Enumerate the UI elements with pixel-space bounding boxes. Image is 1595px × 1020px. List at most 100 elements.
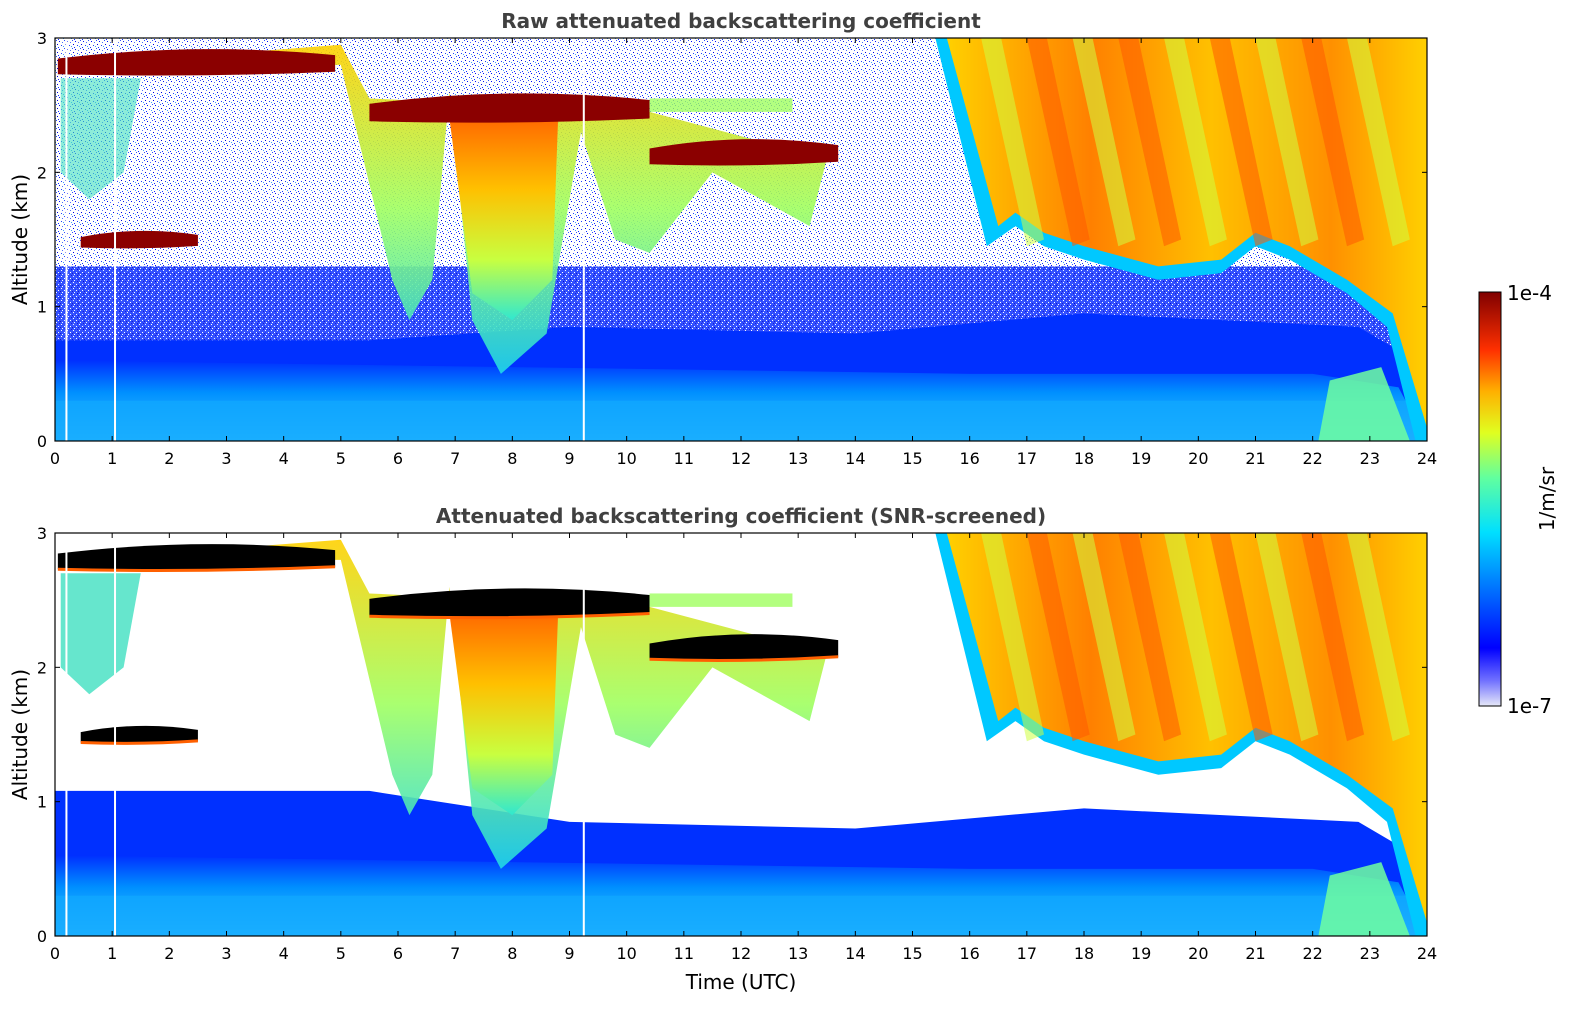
- x-tick-label: 14: [845, 944, 865, 963]
- slant-streak: [981, 38, 1044, 247]
- data-gap: [114, 38, 117, 441]
- x-tick-label: 8: [507, 944, 517, 963]
- x-tick-label: 3: [221, 449, 231, 468]
- x-tick-label: 0: [50, 944, 60, 963]
- slant-streak: [1072, 533, 1136, 742]
- slant-streak: [1255, 38, 1319, 247]
- y-tick-label: 3: [37, 29, 47, 48]
- x-tick-label: 7: [450, 944, 460, 963]
- colorbar-gradient: [1478, 291, 1502, 707]
- x-tick-label: 13: [788, 944, 808, 963]
- cloud-layer-rim: [649, 655, 839, 663]
- x-tick-label: 17: [1017, 449, 1037, 468]
- x-tick-label: 10: [616, 449, 636, 468]
- slant-streak: [1301, 533, 1365, 742]
- y-tick-label: 0: [37, 432, 47, 451]
- x-tick-label: 1: [107, 944, 117, 963]
- x-tick-label: 15: [902, 944, 922, 963]
- x-tick-label: 23: [1360, 449, 1380, 468]
- heatmap-top: [55, 38, 1427, 441]
- x-tick-label: 3: [221, 944, 231, 963]
- virga-core: [449, 613, 559, 816]
- data-gap: [582, 38, 585, 441]
- x-tick-label: 9: [564, 944, 574, 963]
- x-tick-label: 22: [1302, 944, 1322, 963]
- x-tick-label: 6: [393, 449, 403, 468]
- x-tick-label: 24: [1417, 944, 1437, 963]
- x-tick-label: 19: [1131, 449, 1151, 468]
- colorbar-min-label: 1e-7: [1507, 694, 1552, 718]
- virga-early: [60, 78, 141, 200]
- data-gap: [65, 38, 68, 441]
- cloud-tail: [649, 98, 793, 112]
- slant-streak: [1164, 533, 1227, 742]
- x-tick-label: 1: [107, 449, 117, 468]
- colorbar: 1e-4 1e-7 1/m/sr: [1478, 281, 1559, 718]
- colorbar-unit-label: 1/m/sr: [1535, 466, 1559, 531]
- x-tick-label: 18: [1074, 944, 1094, 963]
- panel-top: 0 1 2 3 4 5 6 7 8 9 10 11 12 13 14 15 16 17 18 19 20 21 22 23 24…: [8, 9, 1437, 468]
- y-tick-label: 0: [37, 927, 47, 946]
- cloud-layer: [369, 588, 650, 618]
- x-tick-label: 21: [1245, 449, 1265, 468]
- x-tick-label: 24: [1417, 449, 1437, 468]
- x-tick-label: 14: [845, 449, 865, 468]
- x-axis-label: Time (UTC): [685, 970, 797, 994]
- x-tick-label: 15: [902, 449, 922, 468]
- slant-streak: [1026, 38, 1090, 247]
- cloud-layer-rim: [369, 611, 650, 620]
- x-tick-label: 21: [1245, 944, 1265, 963]
- colorbar-max-label: 1e-4: [1507, 281, 1552, 305]
- y-tick-label: 1: [37, 793, 47, 812]
- y-tick-label: 2: [37, 658, 47, 677]
- x-tick-label: 12: [731, 449, 751, 468]
- slant-streak: [1118, 38, 1182, 247]
- x-tick-label: 13: [788, 449, 808, 468]
- slant-streak: [1118, 533, 1182, 742]
- virga-early: [60, 573, 141, 695]
- cloud-layer: [57, 544, 336, 571]
- cloud-layer: [649, 139, 839, 166]
- x-tick-label: 23: [1360, 944, 1380, 963]
- slant-streak: [1255, 533, 1319, 742]
- x-tick-label: 11: [674, 449, 694, 468]
- slant-streak: [1026, 533, 1090, 742]
- x-tick-label: 18: [1074, 449, 1094, 468]
- y-axis-label: Altitude (km): [8, 669, 32, 800]
- cloud-layer: [57, 49, 336, 76]
- slant-streak: [1301, 38, 1365, 247]
- panel-bottom: 0 1 2 3 4 5 6 7 8 9 10 11 12 13 14 15 16 17 18 19 20 21 22 23 24…: [8, 504, 1437, 994]
- surface-wedge: [1318, 367, 1410, 441]
- slant-streak: [1164, 38, 1227, 247]
- x-tick-label: 7: [450, 449, 460, 468]
- cloud-tail: [649, 593, 793, 607]
- near-surface-aerosol: [55, 400, 1427, 441]
- x-tick-label: 5: [336, 449, 346, 468]
- cloud-layer: [80, 725, 198, 744]
- slant-streak: [1346, 38, 1410, 247]
- x-tick-label: 22: [1302, 449, 1322, 468]
- data-gap: [65, 533, 68, 936]
- x-tick-label: 17: [1017, 944, 1037, 963]
- cloud-layer-rim: [80, 739, 199, 745]
- cloud-layer: [649, 634, 839, 661]
- slant-streak: [1346, 533, 1410, 742]
- panel-title: Raw attenuated backscattering coefficien…: [501, 9, 981, 33]
- x-tick-label: 16: [959, 449, 979, 468]
- x-tick-label: 5: [336, 944, 346, 963]
- x-tick-label: 20: [1188, 944, 1208, 963]
- slant-streak: [1209, 533, 1273, 742]
- x-tick-label: 2: [164, 944, 174, 963]
- slant-streak: [1072, 38, 1136, 247]
- cloud-layer: [80, 230, 198, 249]
- x-tick-label: 4: [279, 449, 289, 468]
- x-tick-label: 12: [731, 944, 751, 963]
- x-tick-label: 2: [164, 449, 174, 468]
- cloud-layer-rim: [57, 565, 336, 572]
- panel-title: Attenuated backscattering coefficient (S…: [436, 504, 1046, 528]
- slant-streak: [981, 533, 1044, 742]
- x-tick-label: 0: [50, 449, 60, 468]
- data-gap: [582, 533, 585, 936]
- y-tick-label: 1: [37, 298, 47, 317]
